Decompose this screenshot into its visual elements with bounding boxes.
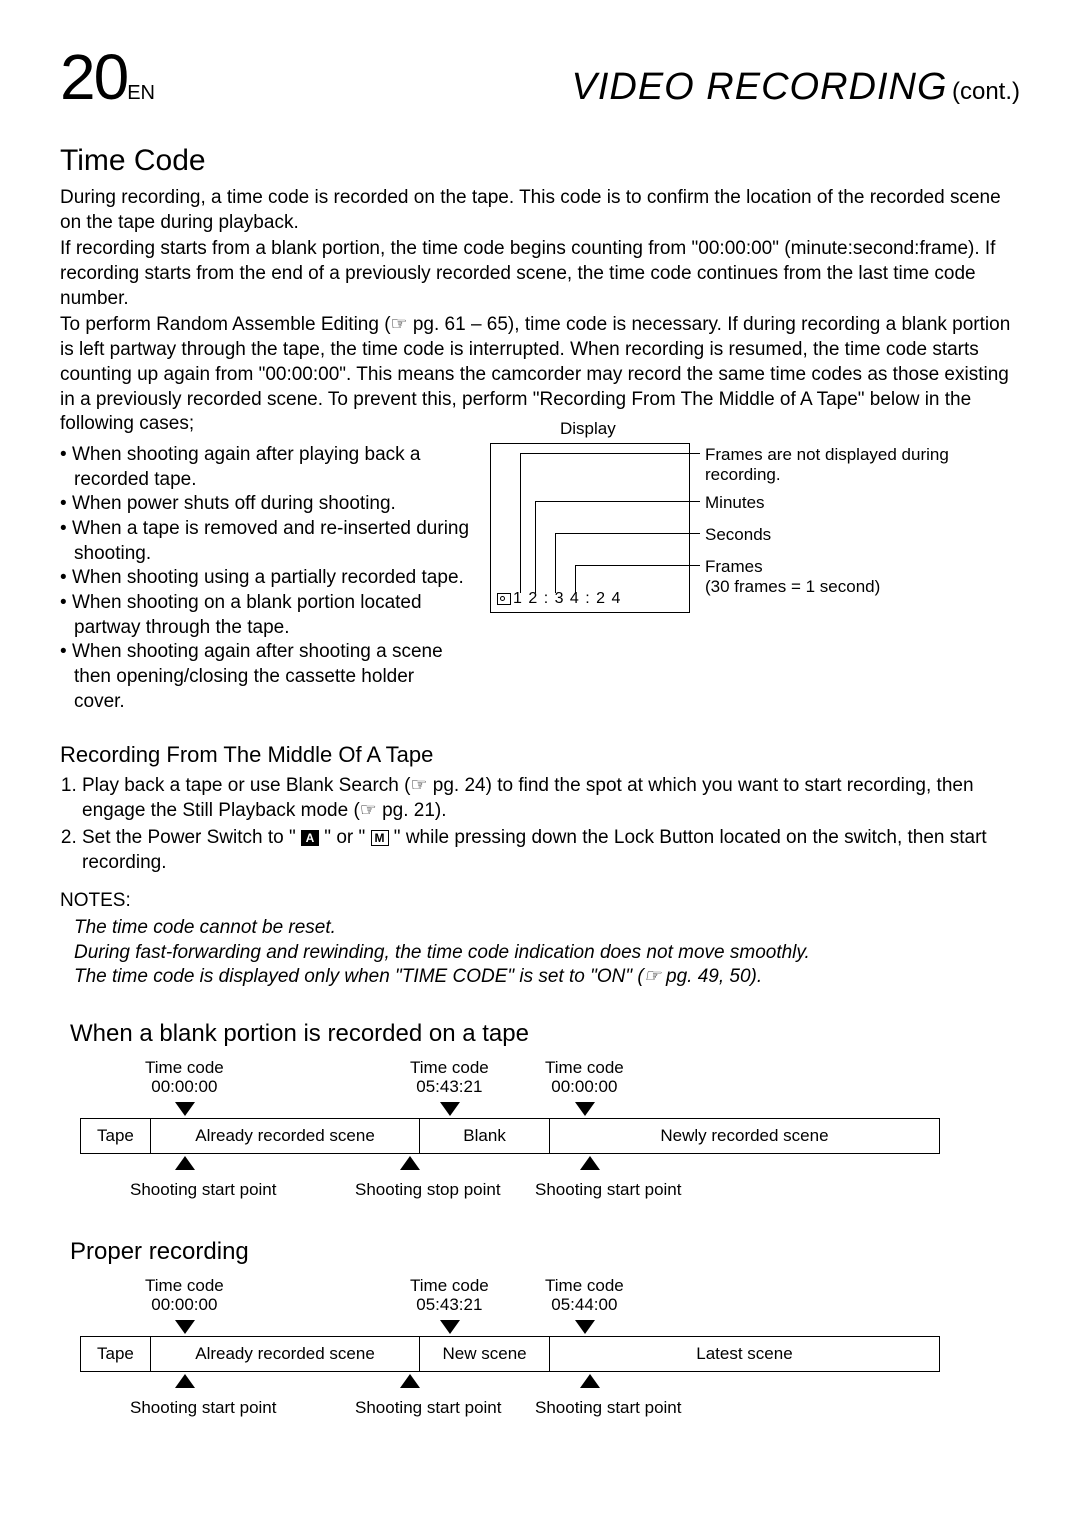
arrow-down-icon xyxy=(575,1320,595,1334)
list-item: When shooting again after playing back a… xyxy=(74,443,470,492)
bullet-list: When shooting again after playing back a… xyxy=(60,443,470,715)
paragraph: To perform Random Assemble Editing (☞ pg… xyxy=(60,313,1020,436)
tape-diagram-blank: Time code00:00:00 Time code05:43:21 Time c… xyxy=(80,1058,940,1208)
arrow-up-icon xyxy=(580,1374,600,1388)
shooting-point-label: Shooting start point xyxy=(535,1180,681,1200)
arrow-up-icon xyxy=(175,1374,195,1388)
section-heading-recording-middle: Recording From The Middle Of A Tape xyxy=(60,742,1020,768)
diagram-heading-proper: Proper recording xyxy=(70,1238,1020,1266)
shooting-point-label: Shooting start point xyxy=(130,1180,276,1200)
callout-frames-eq: (30 frames = 1 second) xyxy=(705,577,880,597)
list-item: When power shuts off during shooting. xyxy=(74,492,470,517)
mode-a-icon: A xyxy=(301,830,319,846)
arrow-up-icon xyxy=(400,1374,420,1388)
timecode-label: Time code00:00:00 xyxy=(545,1058,624,1097)
tape-segment: Already recorded scene xyxy=(151,1119,420,1153)
note-item: The time code cannot be reset. xyxy=(74,916,1020,941)
diagram-heading-blank: When a blank portion is recorded on a ta… xyxy=(70,1020,1020,1048)
list-item: When a tape is removed and re-inserted d… xyxy=(74,517,470,566)
mode-m-icon: M xyxy=(371,830,389,846)
display-diagram: Display 1 2 : 3 4 : 2 4 Frames are not d… xyxy=(490,443,970,628)
shooting-point-label: Shooting start point xyxy=(535,1398,681,1418)
paragraph: If recording starts from a blank portion… xyxy=(60,237,1020,311)
page-lang: EN xyxy=(127,82,155,104)
shooting-point-label: Shooting stop point xyxy=(355,1180,501,1200)
list-item: Play back a tape or use Blank Search (☞ … xyxy=(82,774,1020,823)
list-item: When shooting again after shooting a sce… xyxy=(74,640,470,714)
page-title-cont: (cont.) xyxy=(952,78,1020,105)
display-label: Display xyxy=(560,419,616,439)
callout-seconds: Seconds xyxy=(705,525,771,545)
page-title-text: VIDEO RECORDING xyxy=(571,66,947,108)
arrow-up-icon xyxy=(175,1156,195,1170)
tape-segment: New scene xyxy=(420,1337,550,1371)
page-number-value: 20 xyxy=(60,41,127,113)
tape-label: Tape xyxy=(81,1119,151,1153)
instruction-list: Play back a tape or use Blank Search (☞ … xyxy=(60,774,1020,875)
note-item: The time code is displayed only when "TI… xyxy=(74,965,1020,990)
callout-frames: Frames xyxy=(705,557,763,577)
list-item: Set the Power Switch to " A " or " M " w… xyxy=(82,826,1020,875)
timecode-label: Time code05:43:21 xyxy=(410,1276,489,1315)
page-title: VIDEO RECORDING (cont.) xyxy=(571,66,1020,109)
notes-label: NOTES: xyxy=(60,889,1020,914)
tape-segment: Blank xyxy=(420,1119,550,1153)
shooting-point-label: Shooting start point xyxy=(130,1398,276,1418)
tape-row: TapeAlready recorded sceneBlankNewly rec… xyxy=(80,1118,940,1154)
shooting-point-label: Shooting start point xyxy=(355,1398,501,1418)
tape-segment: Already recorded scene xyxy=(151,1337,420,1371)
tape-row: TapeAlready recorded sceneNew sceneLates… xyxy=(80,1336,940,1372)
list-item: When shooting using a partially recorded… xyxy=(74,566,470,591)
notes-block: The time code cannot be reset. During fa… xyxy=(60,916,1020,990)
tape-label: Tape xyxy=(81,1337,151,1371)
section-heading-timecode: Time Code xyxy=(60,144,1020,178)
list-item: When shooting on a blank portion located… xyxy=(74,591,470,640)
display-timecode: 1 2 : 3 4 : 2 4 xyxy=(497,590,621,608)
timecode-label: Time code00:00:00 xyxy=(145,1058,224,1097)
timecode-label: Time code05:44:00 xyxy=(545,1276,624,1315)
callout-minutes: Minutes xyxy=(705,493,765,513)
paragraph: During recording, a time code is recorde… xyxy=(60,186,1020,235)
callout-frames-note: Frames are not displayed during recordin… xyxy=(705,445,965,485)
arrow-down-icon xyxy=(575,1102,595,1116)
arrow-down-icon xyxy=(175,1320,195,1334)
arrow-down-icon xyxy=(440,1320,460,1334)
tape-diagram-proper: Time code00:00:00 Time code05:43:21 Time c… xyxy=(80,1276,940,1426)
note-item: During fast-forwarding and rewinding, th… xyxy=(74,941,1020,966)
page-header: 20EN VIDEO RECORDING (cont.) xyxy=(60,40,1020,114)
arrow-down-icon xyxy=(175,1102,195,1116)
page-number: 20EN xyxy=(60,40,155,114)
tape-segment: Latest scene xyxy=(550,1337,939,1371)
arrow-up-icon xyxy=(580,1156,600,1170)
tape-segment: Newly recorded scene xyxy=(550,1119,939,1153)
timecode-label: Time code05:43:21 xyxy=(410,1058,489,1097)
arrow-up-icon xyxy=(400,1156,420,1170)
timecode-label: Time code00:00:00 xyxy=(145,1276,224,1315)
arrow-down-icon xyxy=(440,1102,460,1116)
tape-icon xyxy=(497,593,511,605)
